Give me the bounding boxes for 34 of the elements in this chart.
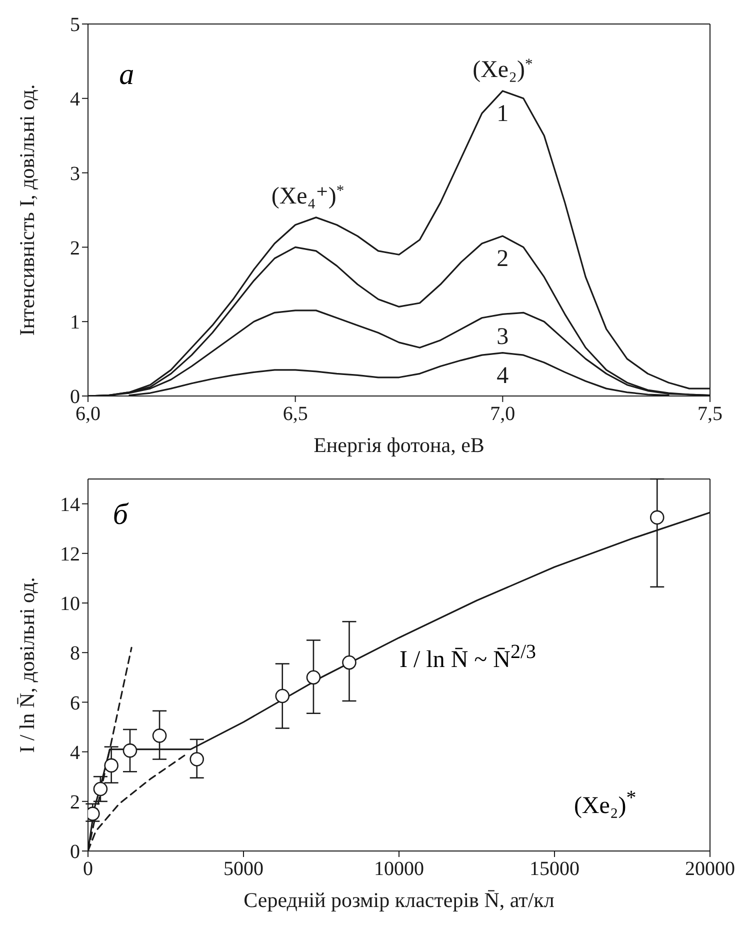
x-tick-label: 20000 bbox=[685, 858, 735, 880]
series-label: 4 bbox=[496, 362, 509, 389]
annotation: a bbox=[119, 58, 134, 92]
x-tick-label: 15000 bbox=[530, 858, 580, 880]
y-tick-label: 4 bbox=[70, 742, 80, 764]
annotation: (Xe₂)$^{*}$ bbox=[472, 55, 533, 83]
annotation: I / ln N̄ ~ N̄$^{2/3}$ bbox=[400, 641, 536, 674]
y-tick-label: 10 bbox=[60, 593, 80, 616]
x-axis-title: Середній розмір кластерів N̄, ат/кл bbox=[244, 888, 554, 912]
x-axis-title: Енергія фотона, еВ bbox=[314, 433, 484, 457]
y-tick-label: 4 bbox=[70, 88, 80, 110]
series-label: 1 bbox=[496, 100, 509, 127]
series-label: 2 bbox=[496, 246, 509, 272]
x-tick-label: 10000 bbox=[374, 858, 424, 880]
y-tick-label: 5 bbox=[70, 14, 80, 36]
x-tick-label: 6,5 bbox=[282, 403, 308, 426]
x-tick-label: 5000 bbox=[224, 858, 264, 880]
y-tick-label: 1 bbox=[70, 312, 80, 334]
y-axis-title: Інтенсивність I, довільні од. bbox=[15, 84, 39, 336]
y-tick-label: 2 bbox=[70, 792, 80, 814]
annotation: б bbox=[112, 498, 128, 532]
y-axis-title: I / ln N̄, довільні од. bbox=[15, 577, 39, 753]
x-tick-label: 7,5 bbox=[698, 403, 722, 426]
x-tick-label: 7,0 bbox=[490, 403, 516, 426]
annotation: (Xe₄⁺)$^{*}$ bbox=[271, 182, 344, 210]
annotation: (Xe₂)$^{*}$ bbox=[574, 786, 636, 819]
y-tick-label: 8 bbox=[70, 642, 80, 665]
y-tick-label: 2 bbox=[70, 237, 80, 260]
y-tick-label: 0 bbox=[70, 841, 80, 864]
series-label: 3 bbox=[496, 324, 509, 350]
y-tick-label: 14 bbox=[60, 494, 80, 516]
y-tick-label: 6 bbox=[70, 692, 80, 714]
y-tick-label: 12 bbox=[60, 544, 80, 566]
y-tick-label: 3 bbox=[70, 162, 80, 185]
